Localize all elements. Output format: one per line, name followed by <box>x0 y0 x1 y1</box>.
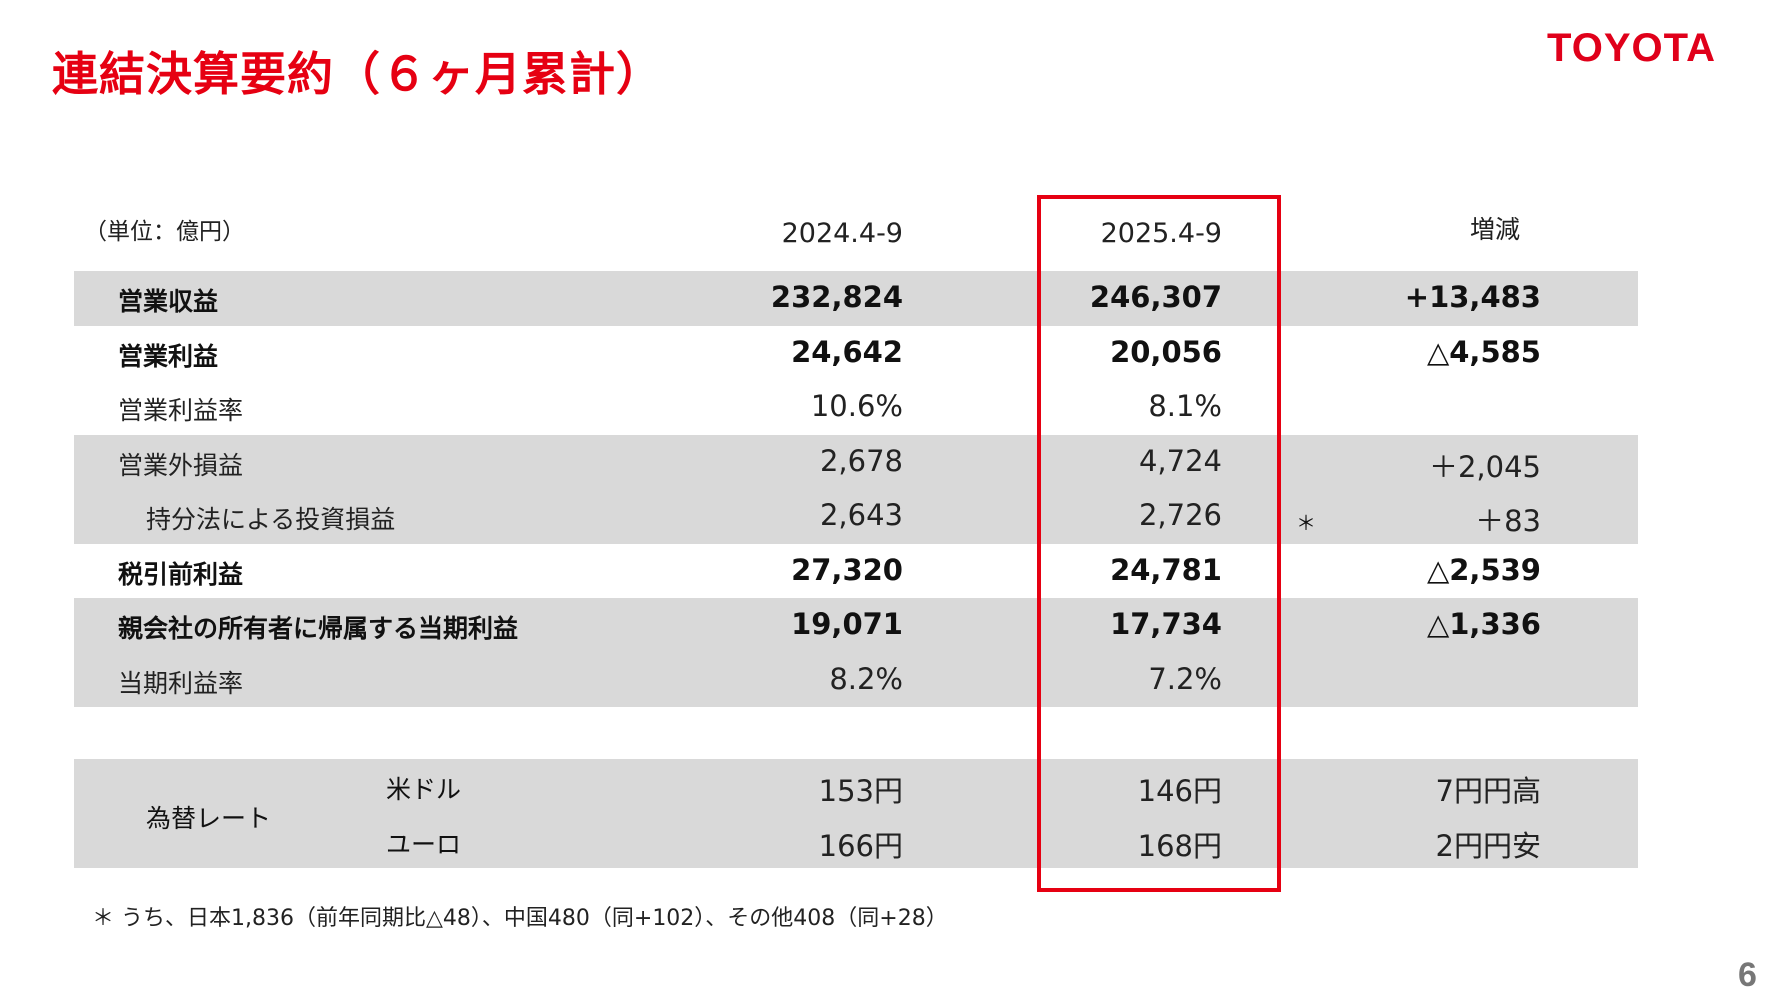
value-2024: 2,643 <box>819 498 903 532</box>
usd-2024: 153円 <box>818 774 903 808</box>
row-label: 営業外損益 <box>118 450 244 480</box>
page-number: 6 <box>1738 956 1757 994</box>
footnote: ＊ うち、日本1,836（前年同期比△48）、中国480（同+102）、その他4… <box>92 906 948 931</box>
exchange-rate-label: 為替レート <box>146 804 272 833</box>
footnote-marker: ＊ <box>1296 511 1316 535</box>
eur-2025: 168円 <box>1137 829 1222 863</box>
exchange-rate-block: 為替レート 米ドル 153円 146円 7円円高 ユーロ 166円 168円 2… <box>74 759 1638 868</box>
value-2024: 27,320 <box>791 552 903 587</box>
value-2024: 24,642 <box>791 334 903 369</box>
highlight-box-2025 <box>1037 195 1281 892</box>
currency-usd: 米ドル <box>386 775 462 804</box>
currency-eur: ユーロ <box>386 830 462 859</box>
value-change: △1,336 <box>1426 607 1541 641</box>
table-row-revenue: 営業収益 232,824 246,307 +13,483 <box>74 271 1638 326</box>
value-2024: 2,678 <box>819 443 903 478</box>
value-2025: 7.2% <box>1148 661 1222 696</box>
value-2024: 10.6% <box>810 389 903 423</box>
value-2025: 20,056 <box>1110 334 1222 369</box>
value-2025: 17,734 <box>1110 607 1222 641</box>
usd-change: 7円円高 <box>1435 774 1541 808</box>
page-title: 連結決算要約（６ヶ月累計） <box>52 47 663 101</box>
eur-change: 2円円安 <box>1435 829 1541 863</box>
value-2024: 19,071 <box>791 607 903 641</box>
unit-label: （単位：億円） <box>84 219 245 245</box>
value-2025: 24,781 <box>1110 552 1222 587</box>
row-label: 親会社の所有者に帰属する当期利益 <box>118 614 519 643</box>
column-header-2024: 2024.4-9 <box>781 218 903 249</box>
table-row-operating-margin: 営業利益率 10.6% 8.1% <box>74 380 1638 435</box>
row-label: 営業利益 <box>118 341 219 371</box>
table-row-non-operating: 営業外損益 2,678 4,724 ＋2,045 <box>74 434 1638 489</box>
value-2025: 246,307 <box>1089 280 1222 314</box>
value-2025: 2,726 <box>1138 498 1222 532</box>
value-change: ＋83 <box>1475 504 1541 538</box>
eur-2024: 166円 <box>818 829 903 863</box>
value-change: ＋2,045 <box>1428 449 1541 484</box>
value-2024: 232,824 <box>770 280 903 314</box>
value-2025: 4,724 <box>1138 443 1222 478</box>
value-change: △2,539 <box>1426 552 1541 587</box>
table-row-operating-income: 営業利益 24,642 20,056 △4,585 <box>74 326 1638 381</box>
column-header-2025: 2025.4-9 <box>1100 218 1222 249</box>
value-2024: 8.2% <box>829 661 903 696</box>
column-header-change: 増減 <box>1469 215 1520 244</box>
row-label: 営業利益率 <box>118 396 244 425</box>
value-change: △4,585 <box>1426 334 1541 369</box>
toyota-logo: TOYOTA <box>1547 26 1716 70</box>
usd-2025: 146円 <box>1137 774 1222 808</box>
table-row-equity-method: 持分法による投資損益 2,643 2,726 ＊ ＋83 <box>74 489 1638 544</box>
row-label: 当期利益率 <box>118 668 244 698</box>
table-row-net-margin: 当期利益率 8.2% 7.2% <box>74 652 1638 707</box>
row-label: 持分法による投資損益 <box>146 505 396 534</box>
row-label: 営業収益 <box>118 287 219 316</box>
value-change: +13,483 <box>1404 280 1541 314</box>
table-row-pretax-income: 税引前利益 27,320 24,781 △2,539 <box>74 544 1638 599</box>
value-2025: 8.1% <box>1148 389 1222 423</box>
row-label: 税引前利益 <box>118 559 244 589</box>
table-row-net-income: 親会社の所有者に帰属する当期利益 19,071 17,734 △1,336 <box>74 598 1638 653</box>
